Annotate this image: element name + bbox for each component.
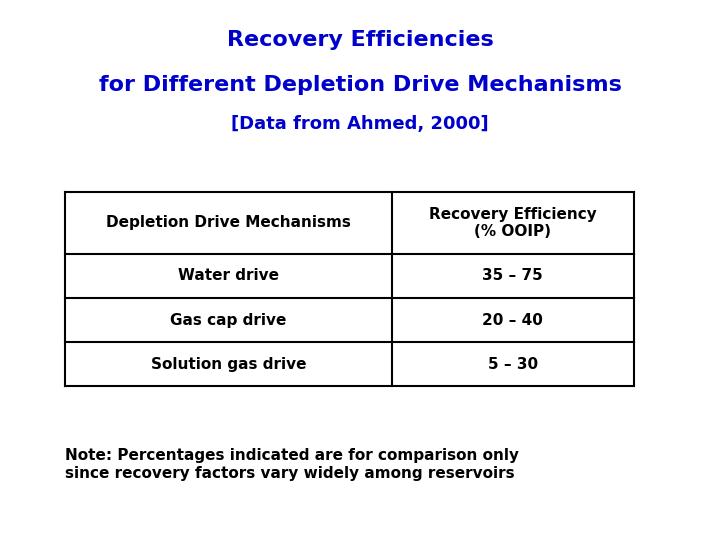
Text: Solution gas drive: Solution gas drive — [150, 356, 306, 372]
Text: Recovery Efficiency
(% OOIP): Recovery Efficiency (% OOIP) — [429, 207, 597, 239]
Text: 35 – 75: 35 – 75 — [482, 268, 543, 284]
Text: Recovery Efficiencies: Recovery Efficiencies — [227, 30, 493, 50]
Text: 20 – 40: 20 – 40 — [482, 313, 543, 327]
Text: Gas cap drive: Gas cap drive — [170, 313, 287, 327]
Text: [Data from Ahmed, 2000]: [Data from Ahmed, 2000] — [231, 115, 489, 133]
Text: 5 – 30: 5 – 30 — [487, 356, 538, 372]
Text: for Different Depletion Drive Mechanisms: for Different Depletion Drive Mechanisms — [99, 75, 621, 94]
Text: Depletion Drive Mechanisms: Depletion Drive Mechanisms — [106, 215, 351, 230]
Text: Water drive: Water drive — [178, 268, 279, 284]
Text: Note: Percentages indicated are for comparison only
since recovery factors vary : Note: Percentages indicated are for comp… — [65, 448, 519, 481]
